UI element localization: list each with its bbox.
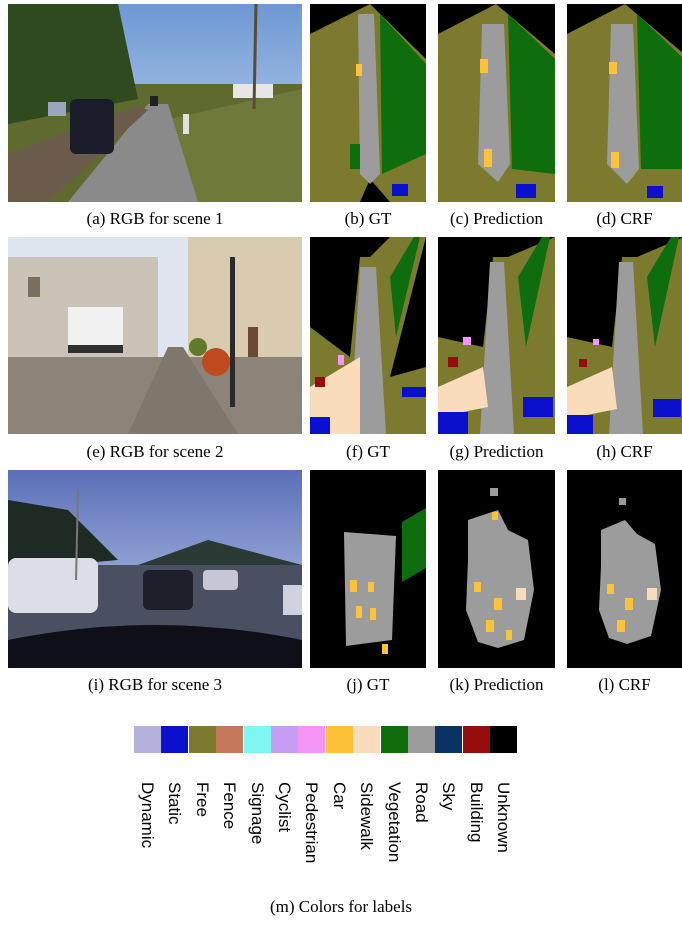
prediction-scene-2-image (438, 237, 555, 434)
legend-label-static: Static (165, 782, 184, 825)
legend-label-road: Road (412, 782, 431, 823)
caption-j: (j) GT (346, 675, 390, 694)
gt-scene-3-image (310, 470, 426, 668)
caption-f: (f) GT (346, 442, 390, 461)
caption-i: (i) RGB for scene 3 (87, 675, 223, 694)
legend-label-free: Free (193, 782, 212, 817)
caption-m: (m) Colors for labels (269, 897, 413, 916)
legend-swatch-dynamic (134, 726, 161, 753)
legend-label-pedestrian: Pedestrian (302, 782, 321, 864)
caption-l: (l) CRF (598, 675, 651, 694)
legend-swatch-building (463, 726, 490, 753)
legend-swatch-sky (435, 726, 462, 753)
crf-scene-3-image (567, 470, 682, 668)
caption-g: (g) Prediction (449, 442, 544, 461)
legend-swatch-pedestrian (298, 726, 325, 753)
legend-swatch-vegetation (381, 726, 408, 753)
rgb-scene-2-image (8, 237, 302, 434)
legend-swatch-signage (244, 726, 271, 753)
legend-label-sidewalk: Sidewalk (357, 782, 376, 851)
crf-scene-1-image (567, 4, 682, 202)
legend-swatch-static (161, 726, 188, 753)
legend-label-signage: Signage (248, 782, 267, 845)
caption-d: (d) CRF (596, 209, 653, 228)
legend-label-fence: Fence (220, 782, 239, 830)
caption-k: (k) Prediction (449, 675, 544, 694)
legend-label-vegetation: Vegetation (385, 782, 404, 863)
gt-scene-1-image (310, 4, 426, 202)
legend-swatch-cyclist (271, 726, 298, 753)
legend-label-cyclist: Cyclist (275, 782, 294, 833)
crf-scene-2-image (567, 237, 682, 434)
caption-h: (h) CRF (596, 442, 653, 461)
legend-swatch-sidewalk (353, 726, 380, 753)
prediction-scene-1-image (438, 4, 555, 202)
rgb-scene-1-image (8, 4, 302, 202)
legend-swatch-unknown (490, 726, 517, 753)
caption-c: (c) Prediction (450, 209, 543, 228)
legend-label-unknown: Unknown (494, 782, 513, 853)
rgb-scene-3-image (8, 470, 302, 668)
legend-label-building: Building (467, 782, 486, 843)
legend-label-dynamic: Dynamic (138, 782, 157, 849)
caption-a: (a) RGB for scene 1 (86, 209, 224, 228)
legend-swatch-free (189, 726, 216, 753)
legend-swatch-fence (216, 726, 243, 753)
prediction-scene-3-image (438, 470, 555, 668)
legend-swatch-road (408, 726, 435, 753)
legend-swatch-car (326, 726, 353, 753)
gt-scene-2-image (310, 237, 426, 434)
caption-b: (b) GT (344, 209, 392, 228)
caption-e: (e) RGB for scene 2 (86, 442, 224, 461)
legend-label-car: Car (330, 782, 349, 810)
legend-label-sky: Sky (439, 782, 458, 811)
